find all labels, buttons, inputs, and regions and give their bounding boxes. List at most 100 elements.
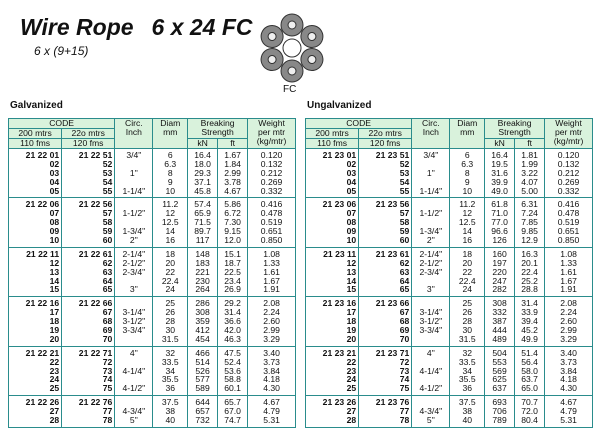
cell-value: 1.91 [560, 284, 577, 295]
cell-value: 78 [102, 415, 113, 426]
cell-value: 62 [399, 257, 410, 268]
header-line: mm [460, 127, 475, 137]
cell-value: 1.91 [263, 284, 280, 295]
cell-value: 5" [426, 415, 435, 426]
cell-value: 332 [492, 307, 507, 318]
cell-value: 49.9 [521, 333, 538, 344]
cell-value: 4-1/4" [122, 365, 146, 376]
cell-value: 80.4 [521, 415, 538, 426]
cell-value: 0.212 [557, 167, 580, 178]
cell: 3/4" 1" 1-1/4" [114, 147, 154, 199]
cell-value: 32 [165, 347, 176, 358]
cell-value: 12 [346, 257, 357, 268]
cell-value: 3.29 [263, 333, 280, 344]
cell: 4.67 4.79 5.31 [247, 395, 296, 428]
cell-value: 31.4 [224, 307, 241, 318]
cell-value: 1.61 [263, 266, 280, 277]
cell-value: 3.73 [263, 356, 280, 367]
cell-value: 33.9 [521, 307, 538, 318]
cell-value: 3-1/4" [122, 307, 146, 318]
cell-value: 19 [346, 325, 357, 336]
cell-value: 21 23 51 [375, 150, 410, 160]
cell-value: 1-3/4" [419, 226, 443, 237]
cell-value: 9 [464, 176, 470, 187]
cell-value: 2-1/4" [122, 248, 146, 259]
cell-value: 72.0 [521, 406, 538, 417]
cell-value: 21 22 76 [78, 397, 113, 408]
cell-value: 55 [102, 185, 113, 196]
title: Wire Rope 6 x 24 FC [20, 14, 253, 41]
row-group: 21 23 06 07 08 09 10 21 23 56 57 58 59 60 1-1/2" 1-… [304, 197, 593, 248]
cell-value: 5.31 [263, 415, 280, 426]
cell-value: 2-3/4" [419, 266, 443, 277]
cell-value: 63 [399, 266, 410, 277]
cell-value: 36 [165, 383, 176, 394]
cell: 32 33.5 34 35.5 36 [152, 345, 189, 397]
cell-value: 0.478 [260, 208, 283, 219]
row-group: 21 22 26 27 28 21 22 76 77 78 4-3/4" 5" 37.5 38 40… [7, 395, 296, 428]
cell-value: 4.67 [560, 397, 577, 408]
cell-value: 74.7 [224, 415, 241, 426]
cell-value: 504 [492, 347, 507, 358]
cell-value: 21 22 56 [78, 199, 113, 210]
cell-value: 65.7 [224, 397, 241, 408]
header-line: Circ. [125, 118, 143, 128]
row-group: 21 23 11 12 13 14 15 21 23 61 62 63 64 65 2-1/4" 2-… [304, 246, 593, 298]
cell-value: 2-1/2" [419, 257, 443, 268]
cell: 21 22 21 22 23 24 25 [7, 345, 63, 397]
cell-value: 4-3/4" [122, 406, 146, 417]
cell-value: 10 [165, 185, 176, 196]
cell-value: 22 [346, 356, 357, 367]
cell: 4" 4-1/4" 4-1/2" [411, 345, 451, 397]
cell-value: 3.84 [560, 365, 577, 376]
cell-value: 0.519 [260, 217, 283, 228]
cell-value: 60 [102, 235, 113, 246]
cell-value: 569 [492, 365, 507, 376]
cell-value: 148 [195, 248, 210, 259]
cell-value: 1.84 [224, 158, 241, 169]
cell-value: 22.5 [224, 266, 241, 277]
cell-value: 60 [399, 235, 410, 246]
cell-value: 21 23 26 [322, 397, 357, 408]
header-cell: CODE [7, 118, 116, 129]
cell-value: 3.78 [224, 176, 241, 187]
diagram-label: FC [283, 84, 297, 95]
cell-value: 0.416 [260, 199, 283, 210]
cell-value: 0.120 [260, 150, 283, 160]
cell: 70.7 72.0 80.4 [514, 395, 546, 428]
cell: 4.67 4.79 5.31 [544, 395, 593, 428]
cell: 4" 4-1/4" 4-1/2" [114, 345, 154, 397]
cell-value: 526 [195, 365, 210, 376]
cell-value: 2.08 [560, 298, 577, 309]
cell-value: 1.67 [560, 275, 577, 286]
cell-value: 47.5 [224, 347, 241, 358]
cell-value: 21 22 11 [26, 248, 60, 259]
cell: 37.5 38 40 [449, 395, 486, 428]
cell-value: 05 [49, 185, 60, 196]
cell: 1-1/2" 1-3/4" 2" [114, 197, 154, 248]
cell-value: 26.9 [224, 284, 241, 295]
cell: 15.1 18.7 22.5 23.4 26.9 [217, 246, 249, 298]
cell-value: 308 [195, 307, 210, 318]
cell-value: 16 [165, 235, 176, 246]
cell: 47.5 52.4 53.6 58.8 60.1 [217, 345, 249, 397]
cell-value: 2.60 [263, 316, 280, 327]
cell-value: 20 [346, 333, 357, 344]
cell-value: 10 [346, 235, 357, 246]
cell: 1-1/2" 1-3/4" 2" [411, 197, 451, 248]
cell-value: 3-3/4" [122, 325, 146, 336]
cell-value: 64 [399, 275, 410, 286]
cell-value: 16 [462, 235, 473, 246]
cell: 21 22 66 67 68 69 70 [61, 296, 116, 347]
cell-value: 68 [102, 316, 113, 327]
cell-value: 70 [102, 333, 113, 344]
cell-value: 21 22 01 [25, 150, 60, 160]
cell-value: 31.5 [458, 333, 476, 344]
cell: 4-3/4" 5" [114, 395, 154, 428]
cell: 160 197 220 247 282 [484, 246, 516, 298]
cell-value: 09 [49, 226, 60, 237]
cell-value: 35.5 [161, 374, 179, 385]
header-cell: ft [217, 138, 249, 149]
cell-value: 59 [399, 226, 410, 237]
header-line: (kg/mtr) [256, 136, 287, 146]
